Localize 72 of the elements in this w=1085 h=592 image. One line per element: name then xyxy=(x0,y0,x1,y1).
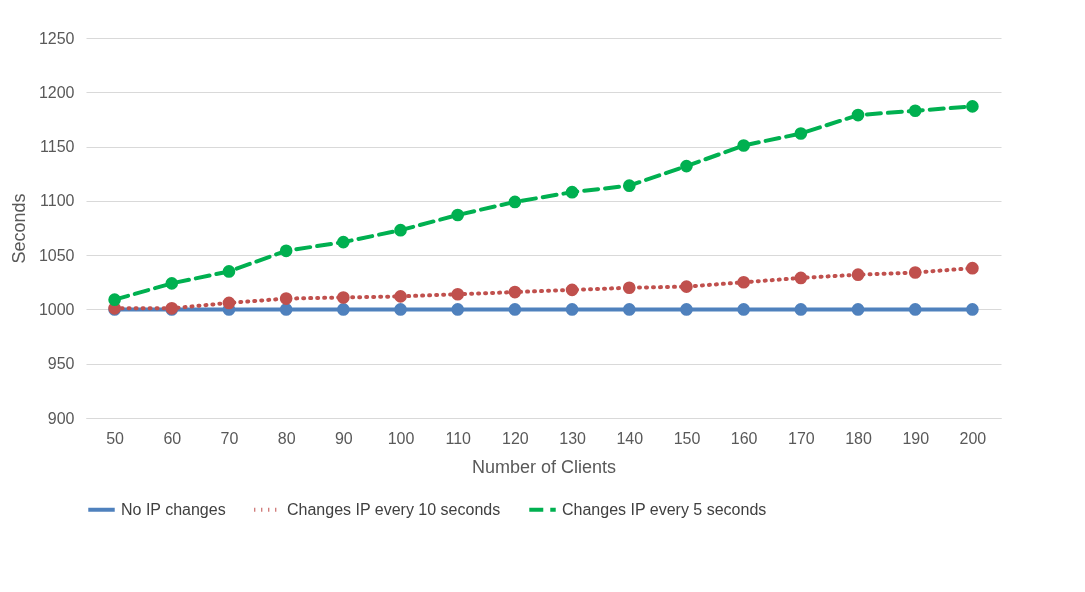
point xyxy=(451,303,465,316)
point xyxy=(794,303,808,316)
point xyxy=(851,268,865,281)
legend-label: Changes IP every 5 seconds xyxy=(562,500,767,518)
point xyxy=(908,266,922,279)
x-tick-label: 100 xyxy=(387,429,415,447)
point xyxy=(565,303,579,316)
y-tick-label: 1250 xyxy=(38,29,75,47)
x-tick-label: 130 xyxy=(559,429,587,447)
x-tick-label: 160 xyxy=(730,429,758,447)
x-axis-title: Number of Clients xyxy=(471,456,617,477)
x-tick-label: 200 xyxy=(959,429,987,447)
legend-label: Changes IP every 10 seconds xyxy=(287,500,501,518)
point xyxy=(851,303,865,316)
point xyxy=(908,303,922,316)
point xyxy=(337,235,350,249)
point xyxy=(337,291,350,304)
point xyxy=(565,283,579,297)
point xyxy=(108,293,121,306)
x-tick-label: 180 xyxy=(845,429,872,447)
point xyxy=(622,179,636,192)
point xyxy=(279,292,293,305)
point xyxy=(737,139,750,152)
point xyxy=(622,303,636,316)
point xyxy=(394,223,407,237)
x-tick-label: 170 xyxy=(787,429,815,447)
point xyxy=(508,303,522,316)
point xyxy=(966,100,979,113)
y-tick-label: 1050 xyxy=(38,246,75,264)
x-tick-label: 190 xyxy=(902,429,930,447)
point xyxy=(680,303,693,316)
point xyxy=(508,285,522,299)
point xyxy=(222,296,236,310)
x-tick-label: 50 xyxy=(106,429,125,447)
point xyxy=(394,303,407,316)
y-tick-label: 1100 xyxy=(40,192,75,210)
y-tick-label: 1000 xyxy=(38,300,75,318)
y-tick-label: 900 xyxy=(47,409,75,427)
point xyxy=(851,108,865,122)
point xyxy=(737,275,750,289)
x-tick-label: 70 xyxy=(220,429,239,447)
point xyxy=(451,287,465,301)
point xyxy=(794,127,808,140)
point xyxy=(165,277,179,290)
x-tick-label: 140 xyxy=(616,429,644,447)
y-tick-label: 950 xyxy=(47,355,75,373)
point xyxy=(508,195,522,209)
point xyxy=(966,303,979,316)
point xyxy=(222,265,236,278)
point xyxy=(908,104,922,118)
y-axis-title: Seconds xyxy=(8,193,29,264)
point xyxy=(622,281,636,295)
x-tick-label: 120 xyxy=(502,429,529,447)
point xyxy=(737,303,750,316)
point xyxy=(565,185,579,199)
x-tick-label: 150 xyxy=(673,429,701,447)
y-tick-label: 1150 xyxy=(40,138,75,156)
x-tick-label: 90 xyxy=(334,429,353,447)
x-tick-label: 80 xyxy=(277,429,296,447)
point xyxy=(680,159,693,173)
point xyxy=(279,244,293,258)
x-tick-label: 60 xyxy=(163,429,182,447)
point xyxy=(279,303,293,316)
point xyxy=(394,290,407,303)
point xyxy=(794,271,808,285)
legend-label: No IP changes xyxy=(121,500,226,518)
x-tick-label: 110 xyxy=(445,429,472,447)
point xyxy=(451,208,465,222)
point xyxy=(966,261,979,275)
point xyxy=(680,280,693,293)
point xyxy=(337,303,350,316)
y-tick-label: 1200 xyxy=(38,83,75,101)
